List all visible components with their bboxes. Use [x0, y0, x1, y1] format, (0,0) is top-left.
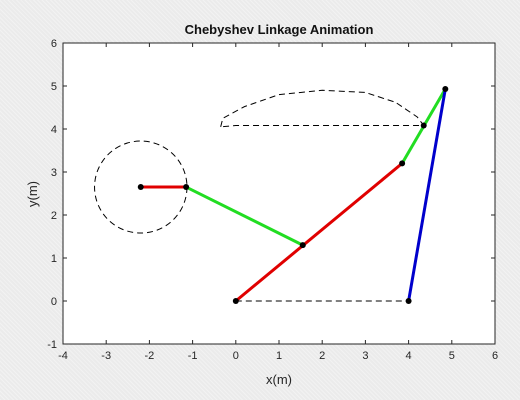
joint-2 — [299, 242, 306, 249]
joint-7 — [442, 86, 449, 93]
x-axis-label: x(m) — [266, 372, 292, 387]
x-tick-label: 5 — [449, 350, 455, 362]
y-tick-label: 5 — [51, 81, 57, 93]
y-tick-label: 2 — [51, 210, 57, 222]
joint-5 — [399, 160, 406, 167]
link-rocker-right — [407, 88, 447, 302]
x-tick-label: 2 — [319, 350, 325, 362]
coupler-trace-path — [220, 89, 425, 128]
joint-6 — [420, 122, 427, 129]
x-tick-label: -1 — [188, 350, 198, 362]
joint-4 — [405, 298, 412, 304]
ticks-layer — [62, 42, 496, 345]
joint-3 — [232, 298, 239, 304]
link-coupler — [185, 185, 304, 247]
plot-area — [63, 43, 495, 344]
joint-1 — [183, 184, 190, 191]
y-tick-label: 6 — [51, 38, 57, 50]
link-rocker-left — [234, 162, 404, 303]
x-tick-label: 3 — [362, 350, 368, 362]
x-tick-label: -3 — [101, 350, 111, 362]
x-tick-label: -4 — [58, 350, 68, 362]
x-tick-label: -2 — [145, 350, 155, 362]
y-tick-label: 4 — [51, 124, 57, 136]
y-tick-label: 1 — [51, 253, 57, 265]
x-tick-label: 0 — [233, 350, 239, 362]
y-tick-label: 3 — [51, 167, 57, 179]
chart-title: Chebyshev Linkage Animation — [185, 22, 374, 37]
joints-layer — [137, 86, 449, 304]
x-tick-label: 1 — [276, 350, 282, 362]
y-axis-label: y(m) — [25, 181, 40, 207]
x-tick-label: 6 — [492, 350, 498, 362]
x-tick-label: 4 — [406, 350, 412, 362]
tick-labels-layer: -4 -3 -2 -1 0 1 2 3 4 5 6 -1 0 1 2 3 4 5 6 — [47, 38, 498, 362]
joint-0 — [137, 184, 144, 191]
y-tick-label: 0 — [51, 296, 57, 308]
y-tick-label: -1 — [47, 339, 57, 351]
